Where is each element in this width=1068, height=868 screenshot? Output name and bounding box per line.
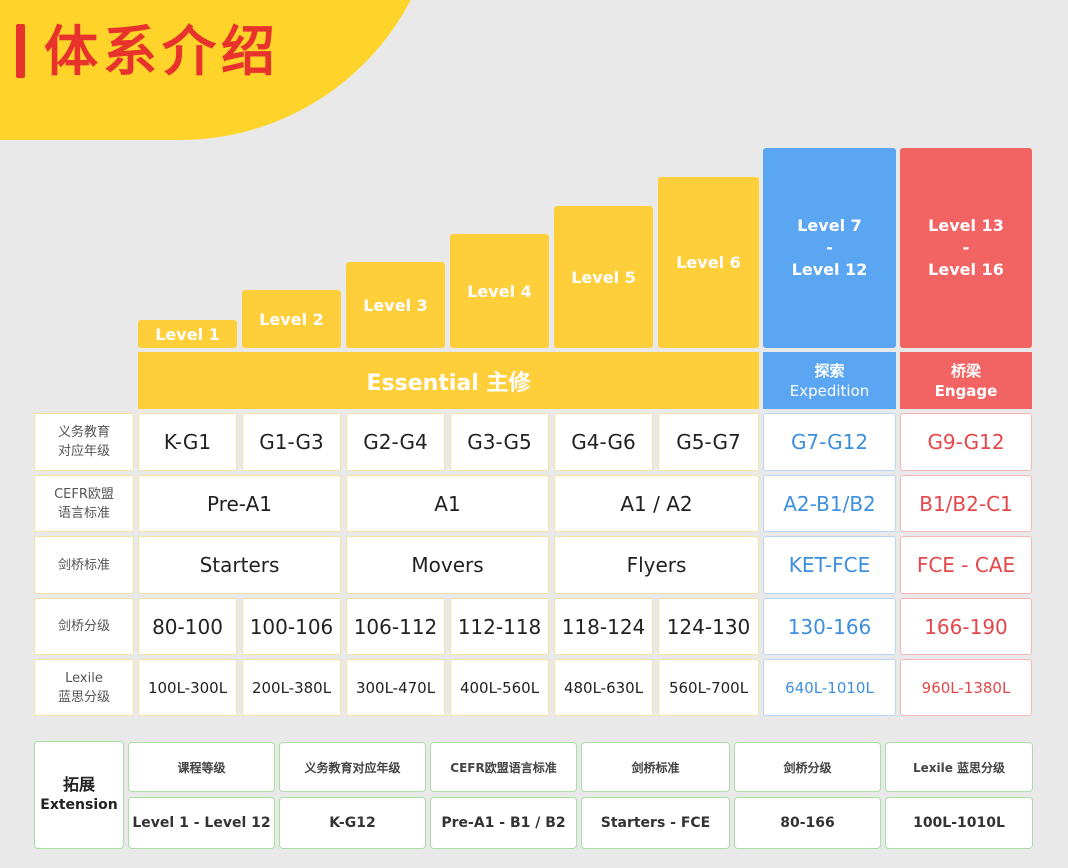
expedition-band: 探索 Expedition <box>763 352 896 409</box>
extension-label-en: Extension <box>40 797 118 813</box>
row-label-grades: 义务教育 对应年级 <box>34 413 134 471</box>
level-2-block: Level 2 <box>242 290 341 348</box>
extension-header: 课程等级 <box>128 742 275 792</box>
extension-value: 100L-1010L <box>885 797 1033 849</box>
extension-value: Level 1 - Level 12 <box>128 797 275 849</box>
row-label-lexile: Lexile 蓝思分级 <box>34 659 134 716</box>
grade-cell-expedition: G7-G12 <box>763 413 896 471</box>
level-13-label: Level 13 <box>928 216 1004 235</box>
engage-cn: 桥梁 <box>950 361 981 380</box>
title-accent-bar <box>16 24 25 78</box>
extension-header: 义务教育对应年级 <box>279 742 426 792</box>
cefr-cell: A1 / A2 <box>554 475 759 532</box>
level-7-12-block: Level 7 - Level 12 <box>763 148 896 348</box>
engage-band: 桥梁 Engage <box>900 352 1032 409</box>
grade-cell: G2-G4 <box>346 413 445 471</box>
lexile-cell: 560L-700L <box>658 659 759 716</box>
extension-header: 剑桥标准 <box>581 742 730 792</box>
lexile-cell: 200L-380L <box>242 659 341 716</box>
essential-band: Essential 主修 <box>138 352 759 409</box>
cambridge-cell: Flyers <box>554 536 759 594</box>
row-label-line: Lexile <box>65 670 103 686</box>
lexile-cell-engage: 960L-1380L <box>900 659 1032 716</box>
row-label-cefr: CEFR欧盟 语言标准 <box>34 475 134 532</box>
score-cell-expedition: 130-166 <box>763 598 896 655</box>
extension-label: 拓展 Extension <box>34 741 124 849</box>
lexile-cell: 400L-560L <box>450 659 549 716</box>
level-1-block: Level 1 <box>138 320 237 348</box>
extension-value: Pre-A1 - B1 / B2 <box>430 797 577 849</box>
row-label-line: 义务教育 <box>57 425 110 440</box>
level-range-dash: - <box>962 238 970 257</box>
score-cell: 80-100 <box>138 598 237 655</box>
lexile-cell: 100L-300L <box>138 659 237 716</box>
level-12-label: Level 12 <box>791 260 868 279</box>
row-label-line: 蓝思分级 <box>57 689 110 705</box>
grade-cell: G5-G7 <box>658 413 759 471</box>
cambridge-cell: Movers <box>346 536 549 594</box>
extension-header: CEFR欧盟语言标准 <box>430 742 577 792</box>
level-13-16-block: Level 13 - Level 16 <box>900 148 1032 348</box>
lexile-cell: 300L-470L <box>346 659 445 716</box>
score-cell: 118-124 <box>554 598 653 655</box>
cambridge-cell-engage: FCE - CAE <box>900 536 1032 594</box>
cambridge-cell: Starters <box>138 536 341 594</box>
row-label-cambridge-score: 剑桥分级 <box>34 598 134 655</box>
grade-cell: K-G1 <box>138 413 237 471</box>
row-label-line: 剑桥分级 <box>57 619 110 634</box>
row-label-cambridge: 剑桥标准 <box>34 536 134 594</box>
level-16-label: Level 16 <box>928 260 1004 279</box>
grade-cell: G4-G6 <box>554 413 653 471</box>
row-label-line: 对应年级 <box>57 444 110 459</box>
grade-cell-engage: G9-G12 <box>900 413 1032 471</box>
expedition-en: Expedition <box>789 381 870 400</box>
lexile-cell: 480L-630L <box>554 659 653 716</box>
grade-cell: G3-G5 <box>450 413 549 471</box>
cefr-cell: A1 <box>346 475 549 532</box>
row-label-line: 剑桥标准 <box>57 557 110 573</box>
row-label-line: CEFR欧盟 <box>54 486 114 502</box>
row-label-line: 语言标准 <box>57 505 110 521</box>
cambridge-cell-expedition: KET-FCE <box>763 536 896 594</box>
score-cell: 112-118 <box>450 598 549 655</box>
extension-value: K-G12 <box>279 797 426 849</box>
cefr-cell: Pre-A1 <box>138 475 341 532</box>
score-cell: 124-130 <box>658 598 759 655</box>
grade-cell: G1-G3 <box>242 413 341 471</box>
expedition-cn: 探索 <box>814 361 845 380</box>
score-cell: 106-112 <box>346 598 445 655</box>
score-cell: 100-106 <box>242 598 341 655</box>
extension-header: 剑桥分级 <box>734 742 881 792</box>
extension-value: Starters - FCE <box>581 797 730 849</box>
level-7-label: Level 7 <box>797 216 862 235</box>
extension-label-cn: 拓展 <box>62 775 95 794</box>
level-5-block: Level 5 <box>554 206 653 348</box>
engage-en: Engage <box>934 381 998 400</box>
level-6-block: Level 6 <box>658 177 759 348</box>
extension-header: Lexile 蓝思分级 <box>885 742 1033 792</box>
extension-value: 80-166 <box>734 797 881 849</box>
level-range-dash: - <box>826 238 833 257</box>
score-cell-engage: 166-190 <box>900 598 1032 655</box>
lexile-cell-expedition: 640L-1010L <box>763 659 896 716</box>
cefr-cell-engage: B1/B2-C1 <box>900 475 1032 532</box>
level-4-block: Level 4 <box>450 234 549 348</box>
page-title: 体系介绍 <box>44 20 280 83</box>
level-3-block: Level 3 <box>346 262 445 348</box>
cefr-cell-expedition: A2-B1/B2 <box>763 475 896 532</box>
